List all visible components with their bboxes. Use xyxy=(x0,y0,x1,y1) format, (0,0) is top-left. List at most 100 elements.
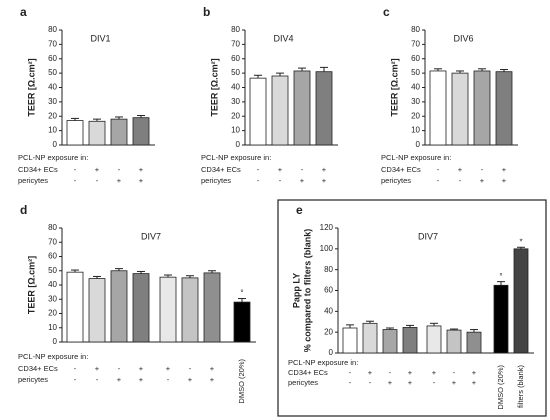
row-sign: - xyxy=(279,176,282,185)
y-tick-label: 30 xyxy=(231,97,240,106)
panel-letter: d xyxy=(20,203,27,217)
row-sign: - xyxy=(433,378,436,387)
row-label: pericytes xyxy=(18,176,48,185)
bar xyxy=(342,327,358,354)
y-tick-label: 120 xyxy=(320,223,334,232)
row-sign: - xyxy=(349,378,352,387)
row-label: CD34+ ECs xyxy=(18,364,58,373)
bar xyxy=(429,70,447,146)
bar xyxy=(293,70,311,146)
row-sign: + xyxy=(472,378,477,387)
row-sign: - xyxy=(167,375,170,384)
row-sign: - xyxy=(96,375,99,384)
chart-title: DIV1 xyxy=(90,33,110,43)
bar xyxy=(402,327,418,354)
row-sign: - xyxy=(189,364,192,373)
y-tick-label: 0 xyxy=(236,140,241,149)
bar xyxy=(473,70,491,146)
y-tick-label: 20 xyxy=(48,111,57,120)
x-category-label: DMSO (20%) xyxy=(496,365,505,410)
row-sign: + xyxy=(139,364,144,373)
row-sign: - xyxy=(389,368,392,377)
row-sign: + xyxy=(117,176,122,185)
bar xyxy=(451,72,469,146)
chart-title: DIV4 xyxy=(273,33,293,43)
row-sign: - xyxy=(118,165,121,174)
y-axis-label: TEER [Ω.cm²] xyxy=(389,58,399,116)
row-sign: + xyxy=(95,364,100,373)
y-tick-label: 40 xyxy=(48,83,57,92)
row-sign: - xyxy=(118,364,121,373)
y-tick-label: 20 xyxy=(411,111,420,120)
bar xyxy=(159,276,177,343)
y-tick-label: 70 xyxy=(48,237,57,246)
row-sign: - xyxy=(74,375,77,384)
significance-marker: * xyxy=(519,237,522,246)
row-sign: - xyxy=(437,176,440,185)
bar xyxy=(181,277,199,343)
y-tick-label: 20 xyxy=(231,111,240,120)
panel-border xyxy=(277,199,547,417)
y-tick-label: 0 xyxy=(53,140,58,149)
bar xyxy=(233,301,251,343)
y-tick-label: 0 xyxy=(416,140,421,149)
y-tick-label: 60 xyxy=(411,54,420,63)
y-tick-label: 40 xyxy=(231,83,240,92)
x-category-label: filters (blank) xyxy=(516,365,525,408)
significance-marker: ° xyxy=(499,272,502,281)
row-label: PCL-NP exposure in: xyxy=(381,153,451,162)
y-tick-label: 60 xyxy=(324,286,333,295)
y-tick-label: 30 xyxy=(48,97,57,106)
row-label: pericytes xyxy=(18,375,48,384)
row-sign: + xyxy=(472,368,477,377)
row-sign: - xyxy=(74,165,77,174)
y-tick-label: 0 xyxy=(53,337,58,346)
y-tick-label: 80 xyxy=(324,265,333,274)
y-tick-label: 60 xyxy=(48,54,57,63)
y-tick-label: 50 xyxy=(231,68,240,77)
row-sign: + xyxy=(139,176,144,185)
row-sign: + xyxy=(166,364,171,373)
chart-title: DIV7 xyxy=(418,231,438,241)
chart-title: DIV6 xyxy=(453,33,473,43)
bar xyxy=(493,284,509,354)
row-sign: + xyxy=(368,368,373,377)
y-tick-label: 10 xyxy=(48,126,57,135)
row-label: PCL-NP exposure in: xyxy=(18,352,88,361)
row-label: CD34+ ECs xyxy=(288,368,328,377)
bar xyxy=(132,117,150,146)
panel-letter: e xyxy=(296,203,303,217)
bar xyxy=(88,278,106,343)
y-axis-label: Papp LY xyxy=(291,273,301,308)
row-label: CD34+ ECs xyxy=(18,165,58,174)
row-sign: + xyxy=(502,176,507,185)
row-label: CD34+ ECs xyxy=(381,165,421,174)
y-tick-label: 50 xyxy=(48,266,57,275)
bar xyxy=(203,272,221,343)
row-sign: - xyxy=(257,165,260,174)
y-tick-label: 100 xyxy=(320,244,334,253)
row-label: CD34+ ECs xyxy=(201,165,241,174)
row-sign: - xyxy=(257,176,260,185)
row-sign: - xyxy=(349,368,352,377)
y-tick-label: 30 xyxy=(411,97,420,106)
row-sign: + xyxy=(502,165,507,174)
row-sign: - xyxy=(453,368,456,377)
bar xyxy=(446,329,462,354)
y-tick-label: 40 xyxy=(411,83,420,92)
y-tick-label: 80 xyxy=(48,25,57,34)
y-tick-label: 70 xyxy=(411,39,420,48)
bar xyxy=(495,71,513,146)
y-tick-label: 10 xyxy=(48,323,57,332)
panel-letter: b xyxy=(203,5,210,19)
row-sign: + xyxy=(139,375,144,384)
bar xyxy=(132,273,150,343)
row-sign: - xyxy=(96,176,99,185)
panel-letter: a xyxy=(20,5,27,19)
row-sign: - xyxy=(437,165,440,174)
row-sign: - xyxy=(301,165,304,174)
y-tick-label: 10 xyxy=(231,126,240,135)
row-sign: + xyxy=(95,165,100,174)
bar xyxy=(466,331,482,354)
